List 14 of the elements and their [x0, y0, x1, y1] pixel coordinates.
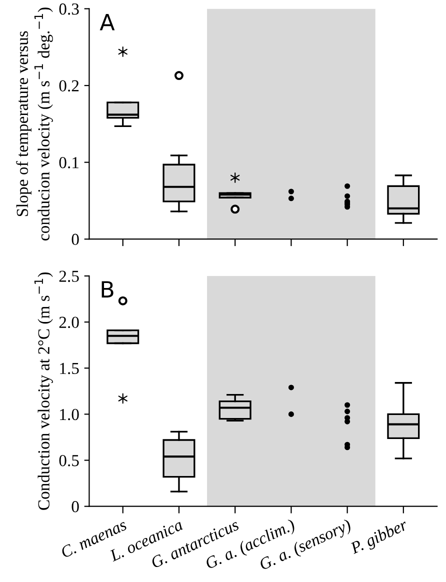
y-tick-label: 0.2	[59, 80, 79, 92]
annotation: B	[102, 281, 114, 298]
y-tick-label: 0.1	[59, 157, 78, 168]
y-tick-label: 1.5	[60, 362, 79, 374]
y-tick-label: 0.3	[59, 3, 79, 15]
y-axis-title: Slope of temperature versus conducion velocity (m s$^{−1}$ deg.$^{−1}$)	[16, 8, 53, 240]
y-tick-label: 2.0	[59, 316, 79, 328]
y-tick-label: 1.0	[60, 408, 79, 420]
y-tick-label: 0	[72, 234, 79, 246]
annotation: A	[100, 14, 115, 30]
y-tick-label: 2.5	[59, 270, 79, 282]
y-axis-title: Conduction velocity at 2°C (m s$^{−1}$)	[34, 272, 53, 510]
y-tick-label: 0	[72, 501, 79, 512]
y-tick-label: 0.5	[59, 454, 79, 466]
